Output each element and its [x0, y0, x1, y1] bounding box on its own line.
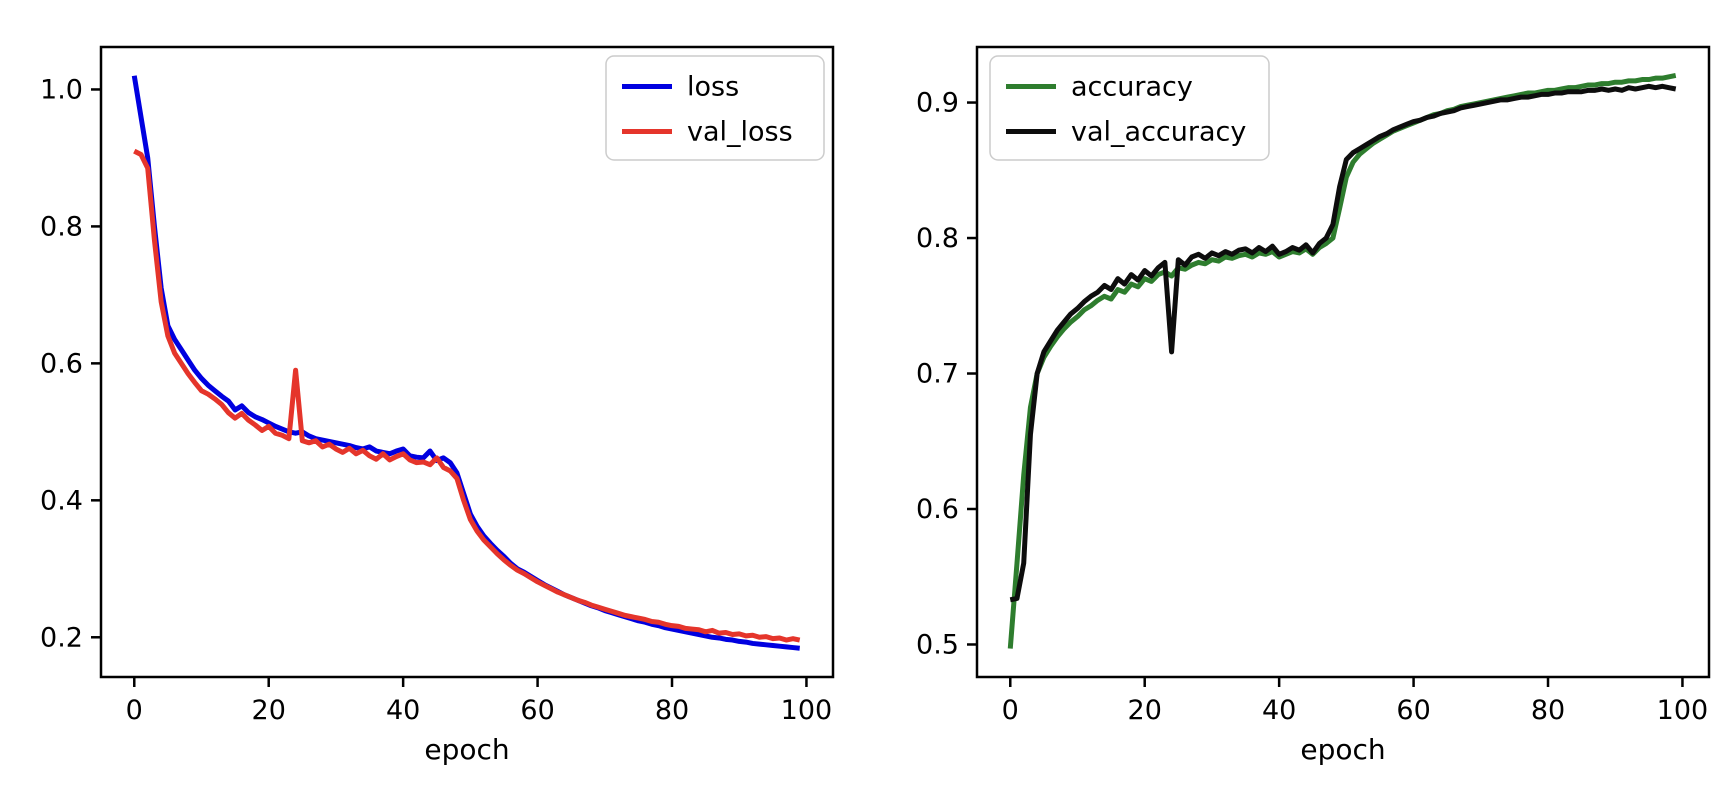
legend-label-loss: loss [687, 72, 739, 103]
x-tick-label: 40 [1262, 695, 1296, 726]
x-tick-label: 80 [1531, 695, 1565, 726]
loss-chart-panel: 0 20 40 60 80 100 0.2 0.4 0.6 0.8 1.0 epoch loss val_… [40, 45, 835, 766]
loss-chart: 0 20 40 60 80 100 0.2 0.4 0.6 0.8 1.0 epoch loss val_… [40, 45, 835, 766]
x-tick-label: 0 [1002, 695, 1019, 726]
legend-label-val_loss: val_loss [687, 117, 793, 148]
y-tick-label: 0.5 [916, 629, 959, 660]
x-tick-label: 100 [781, 695, 833, 726]
y-tick-label: 0.6 [916, 494, 959, 525]
axes-frame [99, 45, 835, 679]
y-tick-label: 0.7 [916, 359, 959, 390]
series-line-val_accuracy [1009, 83, 1677, 603]
x-axis-label: epoch [424, 733, 509, 766]
x-axis-label: epoch [1300, 733, 1385, 766]
axes-frame [975, 45, 1711, 679]
x-tick-label: 20 [1128, 695, 1162, 726]
legend-box [989, 55, 1270, 161]
y-tick-label: 0.9 [916, 88, 959, 119]
accuracy-chart: 0 20 40 60 80 100 0.5 0.6 0.7 0.8 0.9 epoch accuracy… [916, 45, 1711, 766]
y-tick-label: 0.4 [40, 485, 83, 516]
y-tick-label: 0.2 [40, 622, 83, 653]
legend-label-accuracy: accuracy [1071, 72, 1193, 103]
accuracy-chart-panel: 0 20 40 60 80 100 0.5 0.6 0.7 0.8 0.9 epoch accuracy… [865, 0, 1730, 796]
legend: loss val_loss [605, 55, 825, 161]
y-tick-label: 0.8 [40, 211, 83, 242]
series-line-val_loss [133, 148, 801, 643]
legend-label-val_accuracy: val_accuracy [1071, 117, 1246, 148]
x-tick-label: 100 [1657, 695, 1709, 726]
x-tick-label: 60 [1396, 695, 1430, 726]
x-tick-label: 80 [655, 695, 689, 726]
x-tick-label: 40 [386, 695, 420, 726]
y-tick-label: 1.0 [40, 74, 83, 105]
x-tick-label: 60 [520, 695, 554, 726]
y-tick-label: 0.6 [40, 348, 83, 379]
series-line-accuracy [1007, 72, 1677, 649]
series-line-loss [131, 75, 800, 651]
legend: accuracy val_accuracy [989, 55, 1270, 161]
x-tick-label: 0 [126, 695, 143, 726]
x-tick-label: 20 [252, 695, 286, 726]
y-tick-label: 0.8 [916, 223, 959, 254]
